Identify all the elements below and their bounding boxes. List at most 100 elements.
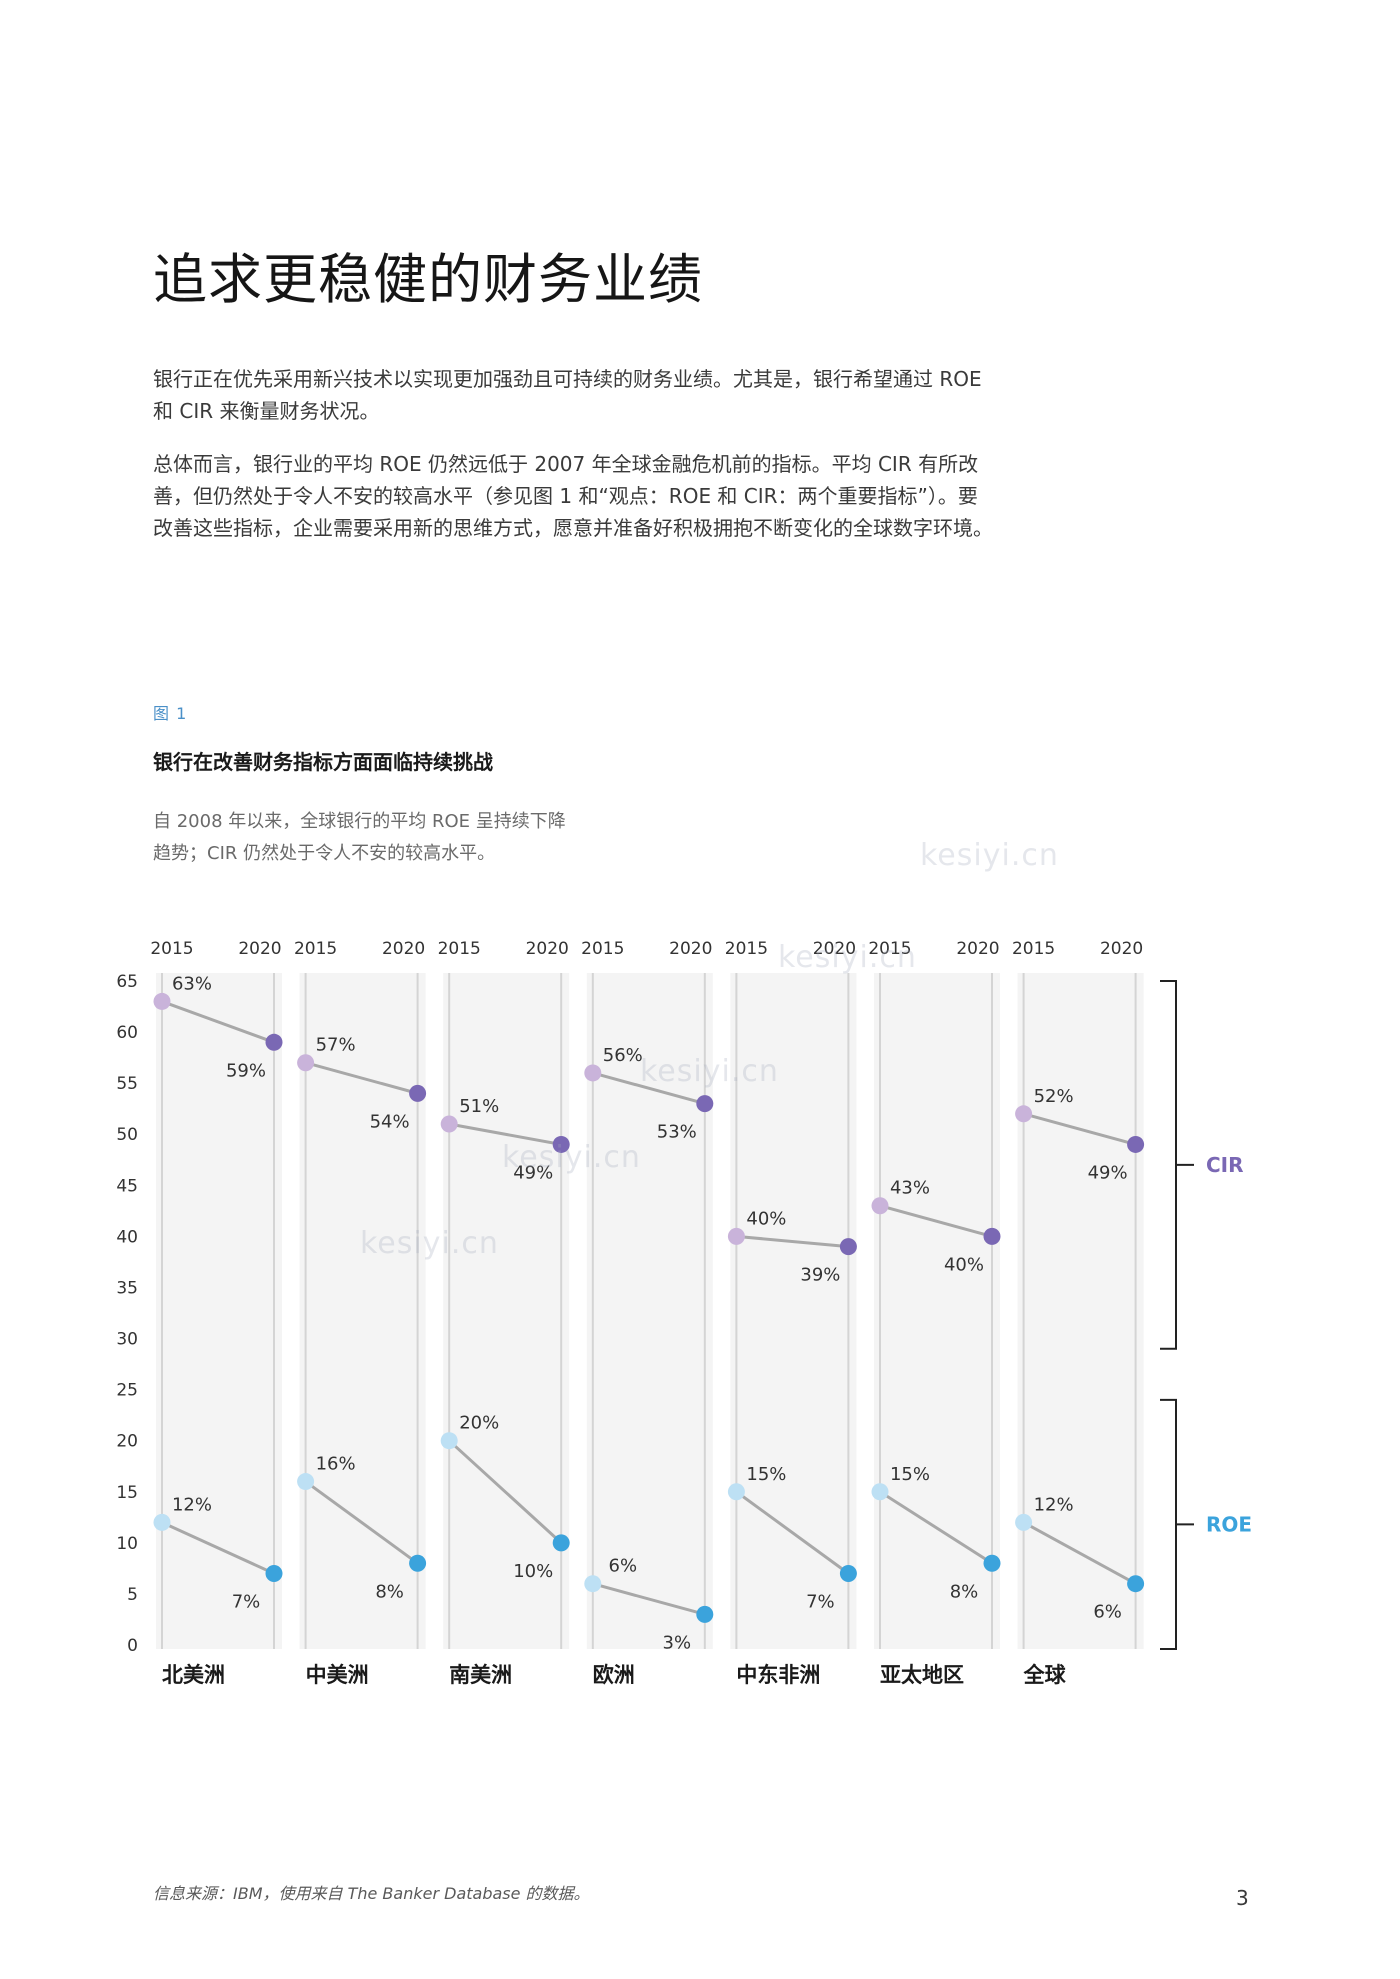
data-point-cir-2015 [1015,1105,1033,1123]
column-background [874,973,1000,1649]
data-label-cir-2020: 40% [944,1254,984,1275]
data-label-cir-2015: 56% [603,1045,643,1066]
data-label-roe-2015: 20% [459,1413,499,1434]
data-point-cir-2015 [584,1064,602,1082]
data-point-roe-2020 [409,1554,427,1572]
data-point-cir-2015 [727,1227,745,1245]
category-label: 欧洲 [593,1663,635,1687]
data-point-roe-2020 [1127,1575,1145,1593]
y-tick-label: 40 [116,1227,138,1247]
year-label: 2020 [813,939,856,959]
data-point-cir-2020 [696,1095,714,1113]
data-point-roe-2015 [297,1473,315,1491]
y-tick-label: 15 [116,1483,138,1503]
data-label-roe-2015: 6% [609,1556,638,1577]
connector-line-cir [592,1071,706,1106]
y-tick-label: 0 [127,1636,138,1656]
data-label-cir-2020: 54% [370,1111,410,1132]
data-label-roe-2020: 6% [1093,1602,1122,1623]
figure-label: 图 1 [153,704,188,723]
year-label: 2020 [382,939,425,959]
watermark-text: kesiyi.cn [778,940,917,975]
y-tick-label: 65 [116,972,138,992]
year-label: 2020 [238,939,281,959]
data-label-cir-2015: 43% [890,1178,930,1199]
connector-line-cir [161,1000,275,1044]
data-point-cir-2015 [871,1197,889,1215]
year-label: 2015 [725,939,768,959]
category-label: 全球 [1023,1663,1067,1687]
connector-line-roe [448,1439,563,1544]
connector-line-roe [735,1490,850,1575]
page-number: 3 [1236,1886,1249,1910]
category-label: 中美洲 [306,1663,369,1687]
watermark-text: kesiyi.cn [502,1140,641,1175]
year-label: 2015 [868,939,911,959]
source-note: 信息来源：IBM，使用来自 The Banker Database 的数据。 [153,1884,590,1903]
data-point-roe-2015 [871,1483,889,1501]
data-label-cir-2015: 40% [746,1208,786,1229]
data-point-roe-2015 [727,1483,745,1501]
connector-line-roe [161,1521,275,1575]
category-label: 南美洲 [449,1663,512,1687]
y-tick-label: 5 [127,1585,138,1605]
y-tick-label: 25 [116,1381,138,1401]
year-label: 2015 [438,939,481,959]
watermark-text: kesiyi.cn [640,1054,779,1089]
data-point-cir-2015 [440,1115,458,1133]
y-tick-label: 50 [116,1125,138,1145]
watermark-text: kesiyi.cn [920,838,1059,873]
y-tick-label: 55 [116,1074,138,1094]
body-paragraph-1: 银行正在优先采用新兴技术以实现更加强劲且可持续的财务业绩。尤其是，银行希望通过 … [153,367,982,423]
connector-line-cir [736,1234,849,1249]
y-tick-label: 35 [116,1278,138,1298]
data-label-cir-2015: 51% [459,1096,499,1117]
data-label-cir-2015: 63% [172,973,212,994]
data-point-cir-2020 [983,1227,1001,1245]
data-label-cir-2015: 52% [1034,1086,1074,1107]
y-tick-label: 20 [116,1432,138,1452]
data-label-roe-2020: 8% [375,1581,404,1602]
column-background [586,973,713,1649]
legend-label-roe: ROE [1206,1512,1252,1536]
data-point-roe-2020 [839,1564,857,1582]
data-label-roe-2015: 15% [746,1464,786,1485]
watermark-text: kesiyi.cn [360,1226,499,1261]
data-point-roe-2020 [696,1605,714,1623]
data-point-cir-2015 [153,992,171,1010]
year-label: 2015 [581,939,624,959]
connector-line-cir [305,1061,418,1095]
data-point-cir-2015 [297,1054,315,1072]
data-label-roe-2020: 7% [806,1591,835,1612]
category-label: 亚太地区 [880,1663,964,1687]
data-point-roe-2015 [440,1432,458,1450]
y-tick-label: 60 [116,1023,138,1043]
data-label-cir-2015: 57% [316,1035,356,1056]
data-label-cir-2020: 39% [800,1265,840,1286]
year-label: 2020 [669,939,712,959]
connector-line-roe [304,1480,419,1565]
data-label-roe-2015: 15% [890,1464,930,1485]
category-label: 北美洲 [162,1663,225,1687]
category-label: 中东非洲 [736,1663,820,1687]
data-point-cir-2020 [1127,1135,1145,1153]
y-tick-label: 30 [116,1330,138,1350]
data-point-roe-2015 [584,1575,602,1593]
page-title: 追求更稳健的财务业绩 [153,248,703,311]
connector-line-roe [592,1582,706,1616]
data-point-cir-2020 [839,1238,857,1256]
column-background [1017,973,1144,1649]
body-paragraph-2: 总体而言，银行业的平均 ROE 仍然远低于 2007 年全球金融危机前的指标。平… [153,452,993,540]
data-label-cir-2020: 59% [226,1060,266,1081]
data-point-cir-2020 [409,1084,427,1102]
column-background [443,973,570,1649]
legend-label-cir: CIR [1206,1153,1244,1177]
connector-line-roe [1022,1521,1137,1586]
data-label-roe-2020: 10% [513,1561,553,1582]
column-background [299,973,426,1649]
figure-title: 银行在改善财务指标方面面临持续挑战 [153,750,493,774]
data-label-cir-2020: 49% [1088,1162,1128,1183]
data-label-roe-2015: 16% [316,1454,356,1475]
legend-bracket [1160,980,1177,1350]
